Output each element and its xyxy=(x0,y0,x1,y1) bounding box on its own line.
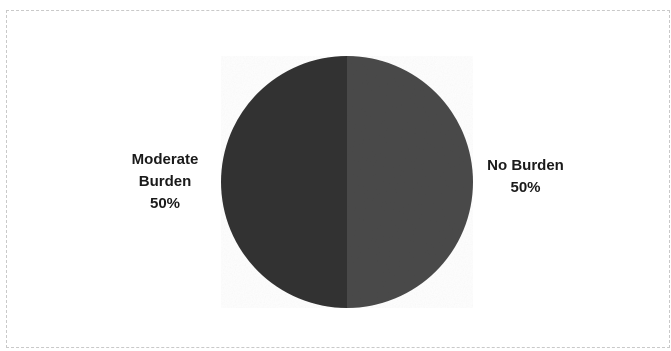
chart-area xyxy=(6,10,670,348)
slice-label-no-burden: No Burden 50% xyxy=(468,155,583,199)
slice-label-noburden-line1: No Burden xyxy=(487,157,564,174)
slice-label-moderate-line1: Moderate xyxy=(131,151,199,168)
slice-label-moderate-burden: Moderate Burden 50% xyxy=(110,149,220,215)
slice-label-moderate-line2: Burden xyxy=(138,173,192,190)
pie-slice-moderate-burden xyxy=(221,56,347,308)
slice-label-moderate-value: 50% xyxy=(149,195,181,212)
slice-label-noburden-value: 50% xyxy=(510,179,541,196)
pie-slice-no-burden xyxy=(347,56,473,308)
